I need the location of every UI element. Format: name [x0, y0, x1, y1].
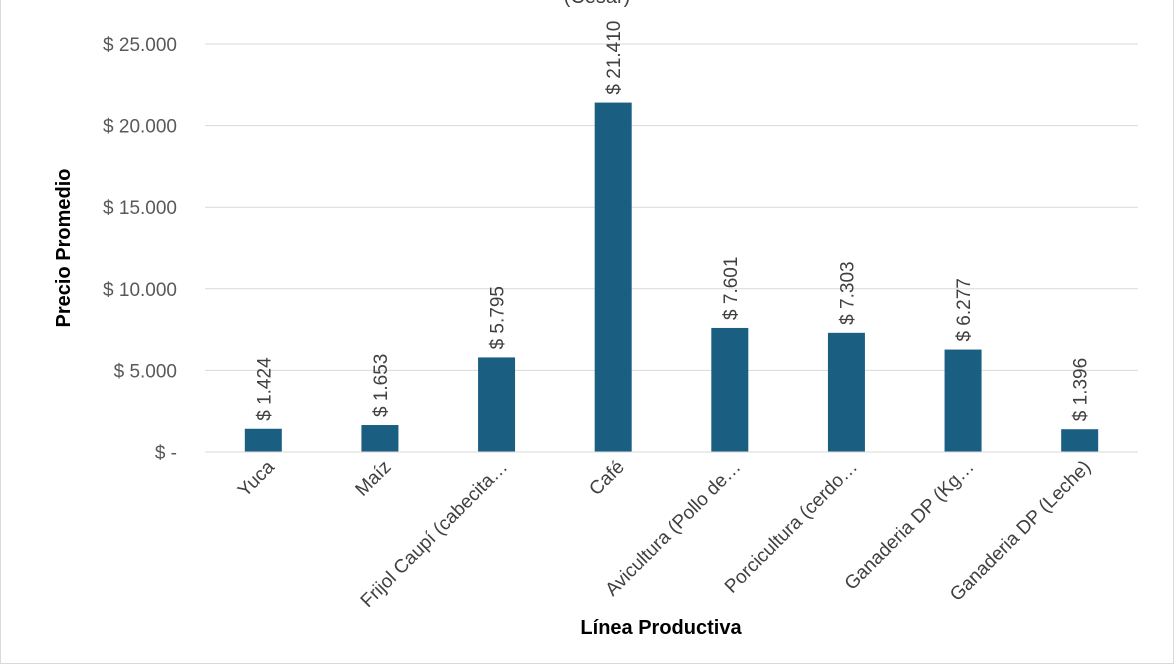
y-tick-label: $ - — [155, 443, 177, 464]
bar — [244, 428, 282, 452]
data-label: $ 21.410 — [604, 21, 625, 95]
data-label: $ 1.396 — [1071, 358, 1092, 421]
chart-title: (Cesar) — [564, 0, 631, 8]
bar — [594, 102, 632, 452]
data-label: $ 1.424 — [254, 357, 275, 421]
data-label: $ 1.653 — [371, 354, 392, 417]
data-label: $ 7.303 — [837, 261, 858, 324]
y-tick-label: $ 10.000 — [103, 280, 177, 301]
data-label: $ 7.601 — [721, 257, 742, 320]
x-axis-title: Línea Productiva — [580, 617, 742, 639]
bar — [944, 349, 982, 452]
y-axis-title: Precio Promedio — [53, 169, 75, 328]
data-labels: $ 1.424 $ 1.653 $ 5.795 $ 21.410 $ 7.601 $ 7.… — [254, 21, 1091, 422]
bar — [361, 425, 399, 452]
gridlines — [205, 43, 1138, 371]
bars — [244, 102, 1099, 452]
bar — [1061, 429, 1099, 452]
y-tick-label: $ 15.000 — [103, 198, 177, 219]
y-tick-label: $ 5.000 — [114, 361, 177, 382]
bar — [827, 332, 865, 452]
y-tick-label: $ 25.000 — [103, 35, 177, 56]
bar — [478, 357, 516, 452]
y-axis-ticks: $ - $ 5.000 $ 10.000 $ 15.000 $ 20.000 $ 25.0… — [103, 35, 177, 464]
data-label: $ 5.795 — [488, 286, 509, 349]
bar — [711, 327, 749, 452]
y-tick-label: $ 20.000 — [103, 117, 177, 138]
data-label: $ 6.277 — [954, 278, 975, 341]
